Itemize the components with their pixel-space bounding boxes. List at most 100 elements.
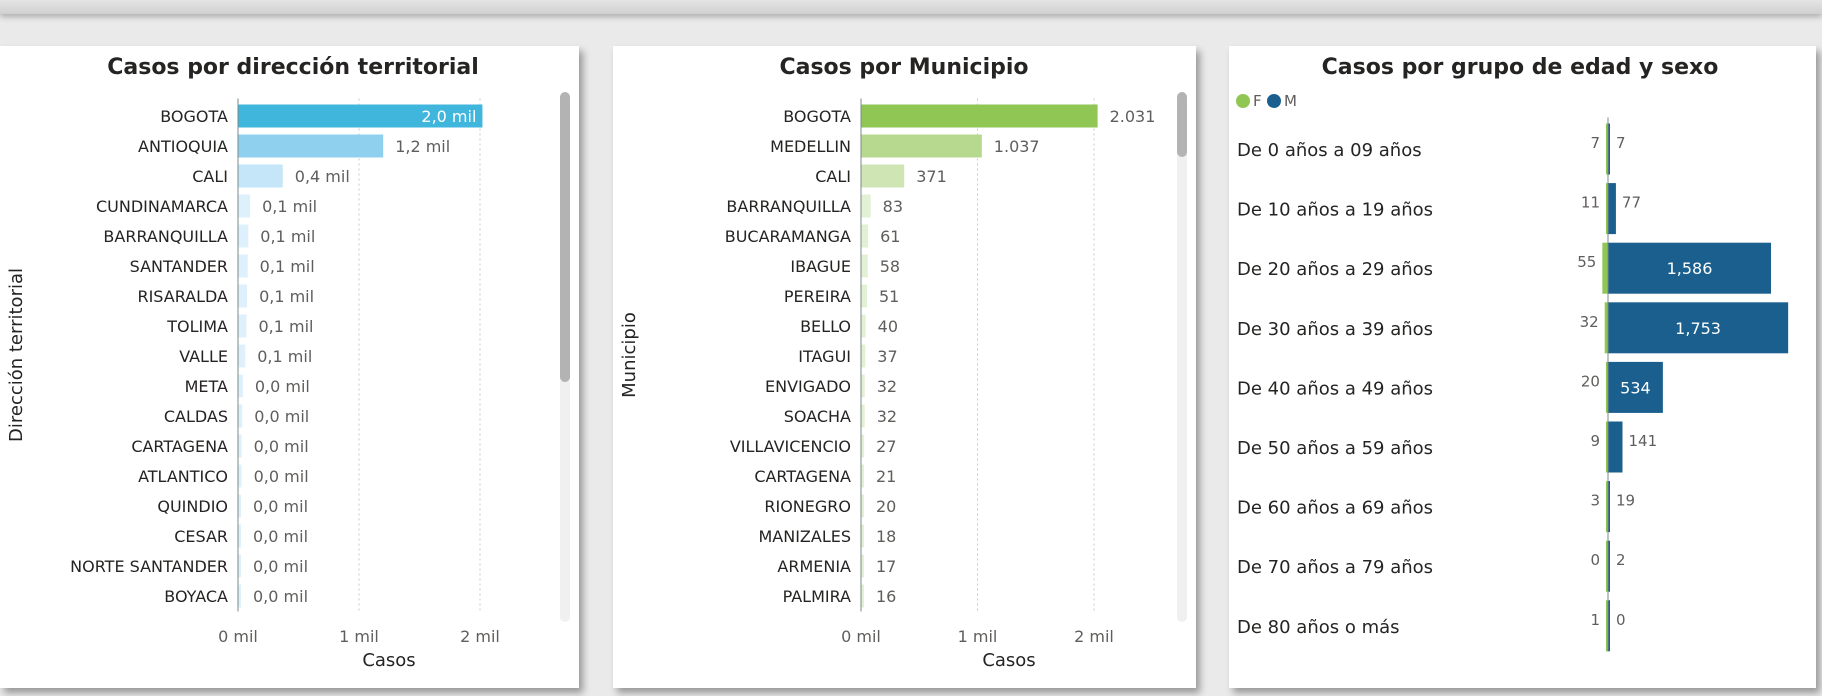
bar[interactable] <box>861 584 864 608</box>
chart-title: Casos por grupo de edad y sexo <box>1322 55 1719 80</box>
data-label: 61 <box>880 227 900 246</box>
bar-female[interactable] <box>1604 302 1608 354</box>
bar-male[interactable] <box>1608 540 1610 592</box>
data-label: 0,0 mil <box>254 467 309 486</box>
data-label: 0,0 mil <box>255 377 310 396</box>
data-label-female: 0 <box>1590 551 1600 569</box>
plot-area: 0 mil 1 mil 2 mil BOGOTA 2,0 mil ANTIOQUIA 1,2… <box>70 98 500 646</box>
data-label-male: 7 <box>1616 134 1626 152</box>
data-label: 0,4 mil <box>295 167 350 186</box>
bar[interactable] <box>238 194 251 218</box>
bar-male[interactable] <box>1608 421 1623 473</box>
bar[interactable] <box>238 224 249 248</box>
category-label: ENVIGADO <box>765 377 851 396</box>
bar-female[interactable] <box>1606 540 1608 592</box>
bar[interactable] <box>238 314 247 338</box>
bar[interactable] <box>238 164 283 188</box>
x-tick-label: 1 mil <box>339 627 379 646</box>
bar[interactable] <box>238 584 241 608</box>
data-label: 0,1 mil <box>260 257 315 276</box>
category-label: CARTAGENA <box>754 467 851 486</box>
bar[interactable] <box>238 404 243 428</box>
bar[interactable] <box>238 104 483 128</box>
data-label-female: 11 <box>1581 194 1600 212</box>
data-label-male: 19 <box>1616 492 1635 510</box>
category-label: QUINDIO <box>157 497 228 516</box>
bar[interactable] <box>861 374 865 398</box>
bar-male[interactable] <box>1608 481 1610 533</box>
bar[interactable] <box>238 134 384 158</box>
age-group-label: De 60 años a 69 años <box>1237 498 1433 519</box>
x-tick-label: 0 mil <box>218 627 258 646</box>
category-label: IBAGUE <box>790 257 851 276</box>
data-label: 1,2 mil <box>395 137 450 156</box>
bar[interactable] <box>861 434 865 458</box>
bar-male[interactable] <box>1608 183 1616 235</box>
chart-title: Casos por Municipio <box>779 55 1028 80</box>
bar[interactable] <box>238 524 241 548</box>
legend-female-marker[interactable] <box>1236 94 1250 108</box>
bar[interactable] <box>861 464 864 488</box>
bar[interactable] <box>861 284 867 308</box>
bar[interactable] <box>238 374 243 398</box>
bar[interactable] <box>238 434 242 458</box>
data-label: 0,0 mil <box>253 587 308 606</box>
category-label: RIONEGRO <box>764 497 851 516</box>
data-label-female: 32 <box>1580 313 1599 331</box>
bar[interactable] <box>238 344 246 368</box>
data-label: 0,1 mil <box>260 227 315 246</box>
bar-male[interactable] <box>1608 600 1610 652</box>
bar[interactable] <box>861 164 905 188</box>
scrollbar-thumb[interactable] <box>1177 92 1187 157</box>
bar-female[interactable] <box>1606 600 1608 652</box>
bar-male[interactable] <box>1608 361 1663 413</box>
category-label: BARRANQUILLA <box>726 197 851 216</box>
bar[interactable] <box>861 494 864 518</box>
bar[interactable] <box>861 104 1098 128</box>
bar[interactable] <box>238 554 241 578</box>
data-label-female: 7 <box>1590 134 1600 152</box>
bar[interactable] <box>238 254 248 278</box>
scrollbar-track[interactable] <box>1177 92 1187 622</box>
bar-female[interactable] <box>1606 183 1608 235</box>
bar[interactable] <box>238 284 248 308</box>
bar[interactable] <box>238 494 242 518</box>
bar-female[interactable] <box>1606 481 1608 533</box>
data-label: 0,0 mil <box>253 557 308 576</box>
bar-male[interactable] <box>1608 302 1789 354</box>
territorial-bar-chart: Casos por dirección territorial Direcció… <box>6 55 570 671</box>
bar[interactable] <box>861 404 865 428</box>
category-label: MEDELLIN <box>770 137 851 156</box>
age-sex-pyramid-chart: Casos por grupo de edad y sexo F M De 0 … <box>1236 55 1789 652</box>
bar[interactable] <box>861 194 871 218</box>
data-label: 0,1 mil <box>258 317 313 336</box>
data-label: 0,0 mil <box>253 527 308 546</box>
data-label: 0,1 mil <box>257 347 312 366</box>
bar[interactable] <box>861 134 982 158</box>
bar[interactable] <box>861 224 869 248</box>
data-label: 2.031 <box>1110 107 1156 126</box>
bar[interactable] <box>861 524 864 548</box>
bar-male[interactable] <box>1608 242 1772 294</box>
municipio-bar-chart: Casos por Municipio Municipio Casos 0 mi… <box>619 55 1187 671</box>
bar-male[interactable] <box>1608 123 1610 175</box>
data-label-female: 55 <box>1577 253 1596 271</box>
data-label: 51 <box>879 287 899 306</box>
bar-female[interactable] <box>1606 421 1608 473</box>
legend-male-marker[interactable] <box>1267 94 1281 108</box>
bar-female[interactable] <box>1606 123 1608 175</box>
data-label: 0,0 mil <box>254 437 309 456</box>
bar[interactable] <box>861 254 868 278</box>
bar[interactable] <box>238 464 242 488</box>
data-label-female: 3 <box>1590 492 1600 510</box>
category-label: CALI <box>815 167 851 186</box>
legend-female-label: F <box>1253 92 1262 110</box>
bar[interactable] <box>861 344 866 368</box>
bar-female[interactable] <box>1605 361 1608 413</box>
bar[interactable] <box>861 554 864 578</box>
category-label: CALDAS <box>164 407 228 426</box>
scrollbar-thumb[interactable] <box>560 92 570 382</box>
bar-female[interactable] <box>1602 242 1608 294</box>
bar[interactable] <box>861 314 866 338</box>
data-label: 32 <box>877 377 897 396</box>
